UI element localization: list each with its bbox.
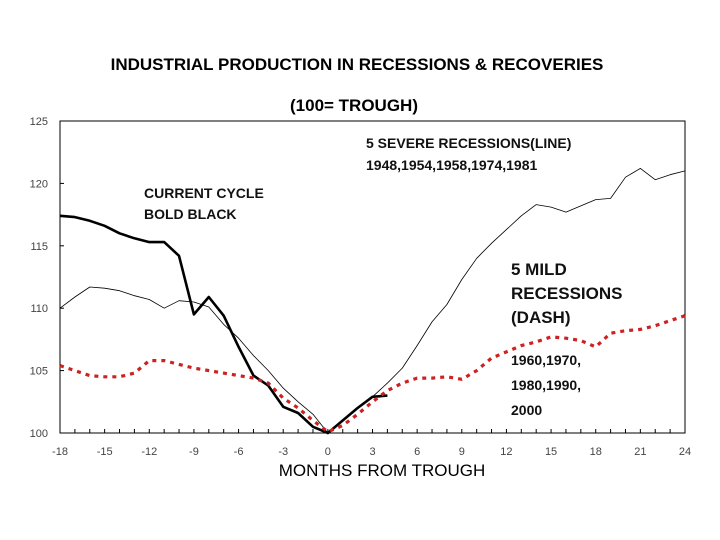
series-line-dash (59, 314, 686, 434)
annotation-current-style: BOLD BLACK (144, 206, 237, 222)
annotation-mild-years-2: 1980,1990, (511, 377, 581, 393)
x-axis-title: MONTHS FROM TROUGH (279, 461, 486, 480)
chart-title: INDUSTRIAL PRODUCTION IN RECESSIONS & RE… (111, 55, 604, 74)
y-tick-label: 115 (30, 241, 48, 253)
annotation-mild-years-1: 1960,1970, (511, 352, 581, 368)
annotation-mild-title: 5 MILD (511, 260, 567, 279)
x-tick-label: 12 (500, 446, 512, 458)
x-tick-label: 9 (459, 446, 465, 458)
annotation-severe-years: 1948,1954,1958,1974,1981 (366, 157, 537, 173)
x-tick-label: -18 (52, 446, 68, 458)
x-tick-label: -9 (189, 446, 199, 458)
x-tick-label: 15 (545, 446, 557, 458)
annotation-current-cycle: CURRENT CYCLE (144, 185, 264, 201)
x-tick-label: -3 (278, 446, 288, 458)
y-tick-label: 120 (30, 178, 48, 190)
x-axis: -18 -15 -12 -9 -6 -3 0 3 6 9 12 15 18 21 24 (52, 429, 691, 458)
x-tick-label: -12 (141, 446, 157, 458)
y-tick-label: 110 (30, 303, 48, 315)
annotation-severe-title: 5 SEVERE RECESSIONS(LINE) (366, 135, 571, 151)
y-tick-label: 100 (30, 428, 48, 440)
x-tick-label: 0 (325, 446, 331, 458)
annotation-mild-dash: (DASH) (511, 308, 571, 327)
x-tick-label: 21 (634, 446, 646, 458)
x-tick-label: -15 (97, 446, 113, 458)
series-layer (59, 168, 686, 435)
y-tick-label: 105 (30, 366, 48, 378)
x-tick-label: 24 (679, 446, 691, 458)
y-tick-label: 125 (30, 116, 48, 128)
y-axis: 100 105 110 115 120 125 (30, 116, 64, 440)
x-tick-label: 3 (369, 446, 375, 458)
x-tick-label: 6 (414, 446, 420, 458)
chart-subtitle: (100= TROUGH) (290, 96, 418, 115)
x-tick-label: -6 (234, 446, 244, 458)
annotation-mild-recessions: RECESSIONS (511, 284, 622, 303)
x-tick-label: 18 (590, 446, 602, 458)
annotation-mild-years-3: 2000 (511, 402, 542, 418)
